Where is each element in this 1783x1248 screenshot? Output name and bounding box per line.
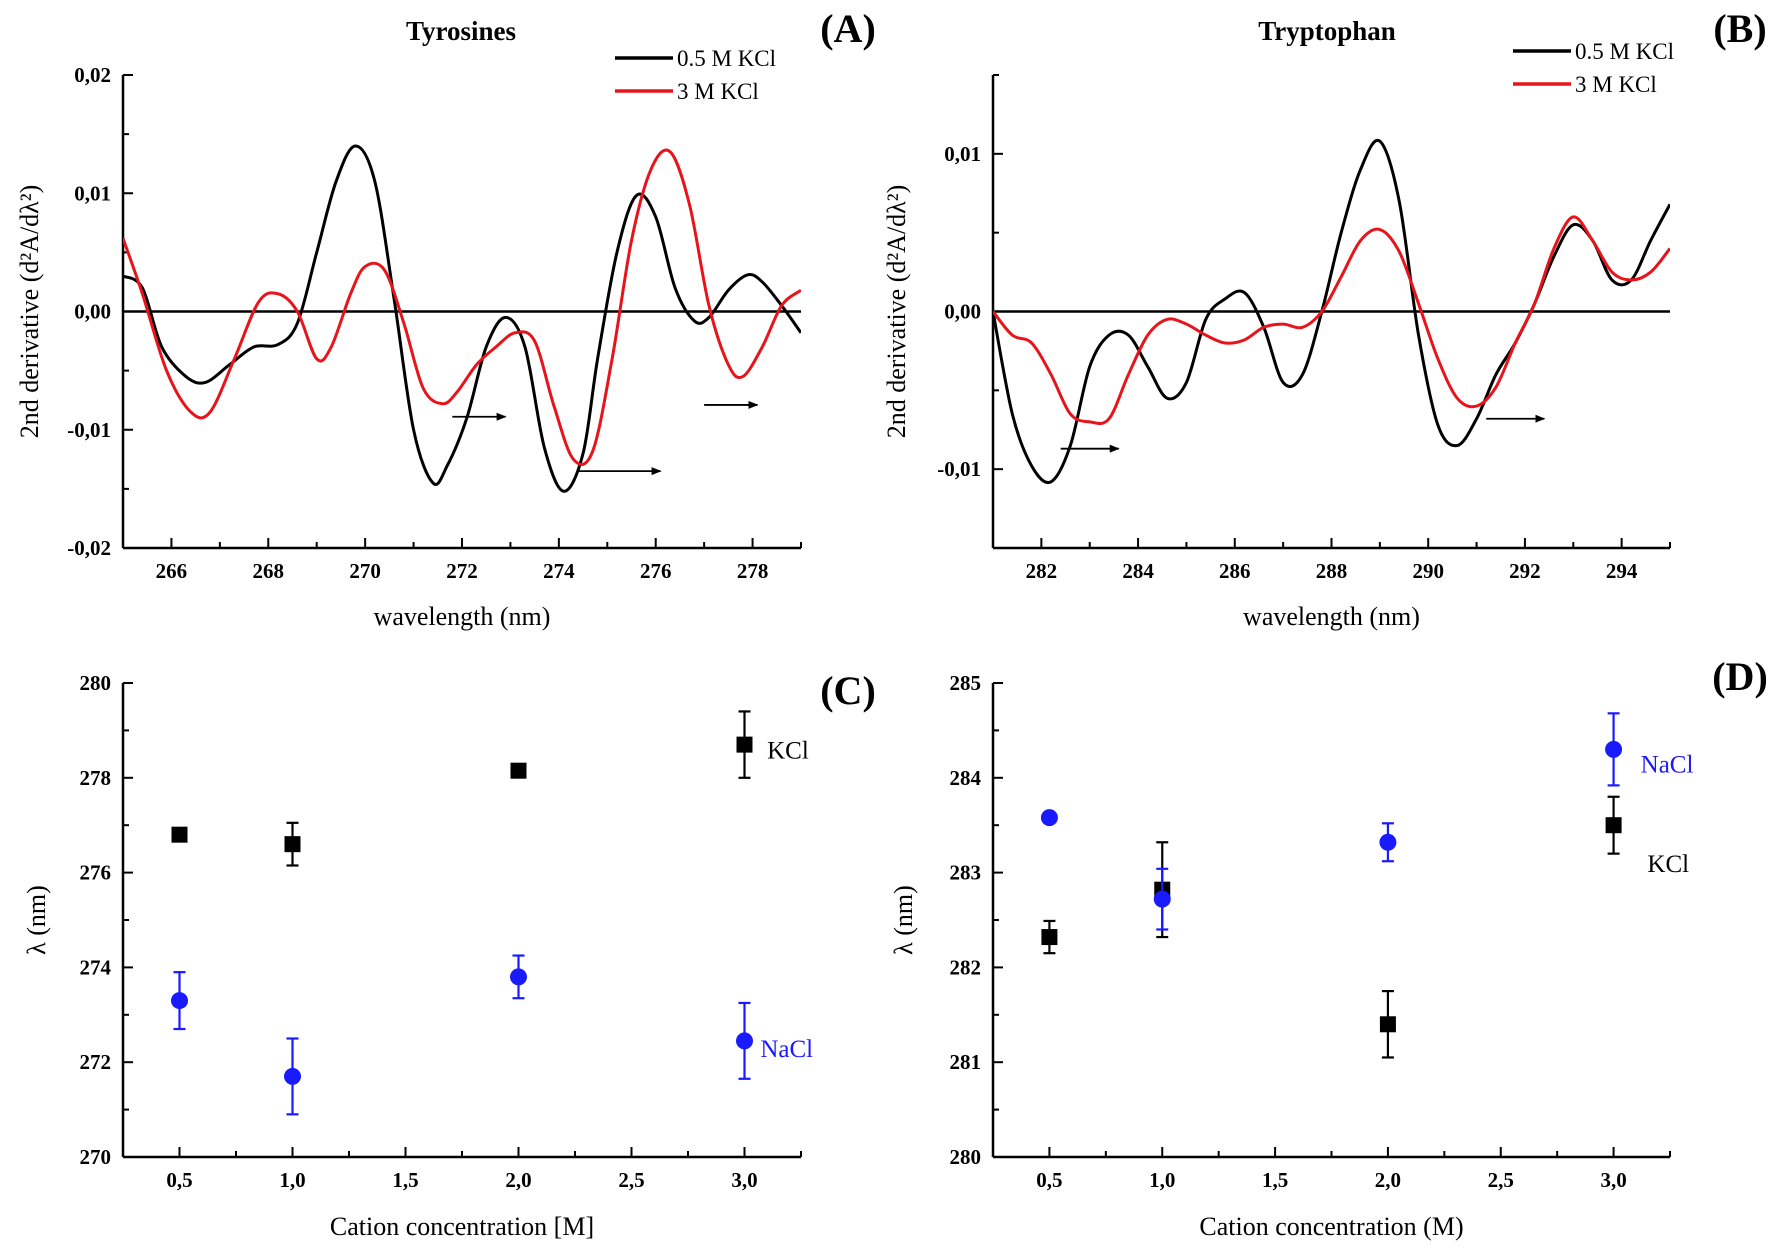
legend-label: 3 M KCl <box>1575 72 1657 97</box>
panel-letter: (C) <box>820 668 876 713</box>
x-tick-label: 278 <box>737 559 769 583</box>
x-tick-label: 284 <box>1122 559 1154 583</box>
y-tick-label: 284 <box>950 766 982 790</box>
y-axis-title: 2nd derivative (d²A/dλ²) <box>15 185 44 438</box>
series-kcl <box>171 710 753 867</box>
x-tick-label: 2,5 <box>1488 1168 1514 1192</box>
x-axis-title: wavelength (nm) <box>1243 602 1420 631</box>
series-nacl <box>171 954 753 1116</box>
data-point-circle <box>1605 740 1623 758</box>
legend-label: 3 M KCl <box>677 79 759 104</box>
panel-letter: (B) <box>1713 6 1766 51</box>
panel-d: 0,5 1,0 1,5 2,0 2,5 3,0 280 281 282 283 284 285 Cati… <box>889 654 1768 1241</box>
legend-label: 0.5 M KCl <box>677 46 776 71</box>
x-tick-label: 2,0 <box>505 1168 531 1192</box>
x-axis-title: Cation concentration (M) <box>1199 1212 1463 1241</box>
series-kcl <box>1041 795 1622 1059</box>
data-point-square <box>171 826 188 843</box>
x-tick-label: 276 <box>640 559 672 583</box>
data-point-square <box>1041 929 1058 946</box>
panel-title: Tyrosines <box>406 16 516 46</box>
y-tick-label: 272 <box>80 1050 112 1074</box>
x-tick-label: 2,0 <box>1375 1168 1401 1192</box>
x-tick-label: 270 <box>349 559 381 583</box>
x-axis-title: Cation concentration [M] <box>330 1212 594 1241</box>
x-tick-label: 292 <box>1509 559 1541 583</box>
panel-a: 266 268 270 272 274 276 278 -0,02 -0,01 0,00 0,01 0… <box>15 6 876 631</box>
y-axis-title: 2nd derivative (d²A/dλ²) <box>882 185 911 438</box>
x-tick-label: 3,0 <box>731 1168 757 1192</box>
panel-c: 0,5 1,0 1,5 2,0 2,5 3,0 270 272 274 276 278 280 Cati… <box>22 668 876 1241</box>
data-point-circle <box>736 1032 753 1050</box>
x-tick-label: 274 <box>543 559 575 583</box>
data-point-circle <box>1379 833 1397 851</box>
y-tick-label: 0,02 <box>74 63 111 87</box>
y-tick-label: 276 <box>80 861 112 885</box>
x-tick-label: 272 <box>446 559 478 583</box>
y-tick-label: 0,00 <box>944 300 981 324</box>
x-tick-label: 286 <box>1219 559 1251 583</box>
y-tick-label: -0,01 <box>67 418 111 442</box>
x-tick-label: 1,5 <box>392 1168 418 1192</box>
y-axis-title: λ (nm) <box>889 885 918 955</box>
y-tick-label: 0,01 <box>944 142 981 166</box>
y-tick-label: 278 <box>80 766 112 790</box>
series-line-black <box>993 138 1670 485</box>
y-tick-label: 280 <box>950 1145 982 1169</box>
data-point-circle <box>171 992 188 1010</box>
series-label: NaCl <box>760 1036 813 1063</box>
legend: 0.5 M KCl 3 M KCl <box>615 46 776 104</box>
x-tick-label: 294 <box>1606 559 1638 583</box>
y-tick-label: 0,01 <box>74 181 111 205</box>
x-tick-label: 1,0 <box>1149 1168 1175 1192</box>
x-tick-label: 268 <box>253 559 285 583</box>
panel-letter: (A) <box>820 6 876 51</box>
data-point-square <box>510 762 527 779</box>
x-tick-label: 288 <box>1316 559 1348 583</box>
y-tick-label: 285 <box>950 671 982 695</box>
data-point-circle <box>1040 809 1058 827</box>
y-tick-label: 0,00 <box>74 300 111 324</box>
series-nacl <box>1040 712 1623 931</box>
data-point-circle <box>284 1067 301 1085</box>
series-line-red <box>123 148 801 466</box>
series-label: KCl <box>767 737 809 764</box>
data-point-circle <box>510 968 527 986</box>
series-line-red <box>993 215 1670 426</box>
panel-letter: (D) <box>1712 654 1768 699</box>
x-tick-label: 3,0 <box>1600 1168 1626 1192</box>
y-axis-title: λ (nm) <box>22 885 51 955</box>
panel-title: Tryptophan <box>1258 16 1396 46</box>
legend: 0.5 M KCl 3 M KCl <box>1513 39 1674 97</box>
legend-label: 0.5 M KCl <box>1575 39 1674 64</box>
data-point-square <box>736 736 753 753</box>
data-point-square <box>284 836 301 853</box>
y-tick-label: 283 <box>950 861 982 885</box>
data-point-square <box>1379 1016 1396 1033</box>
y-tick-label: 280 <box>80 671 112 695</box>
x-tick-label: 1,5 <box>1262 1168 1288 1192</box>
x-tick-label: 0,5 <box>166 1168 192 1192</box>
x-tick-label: 290 <box>1412 559 1444 583</box>
series-line-black <box>123 144 801 493</box>
x-tick-label: 282 <box>1026 559 1058 583</box>
x-tick-label: 2,5 <box>618 1168 644 1192</box>
y-tick-label: 281 <box>950 1050 982 1074</box>
y-tick-label: 282 <box>950 955 982 979</box>
x-axis-title: wavelength (nm) <box>374 602 551 631</box>
x-tick-label: 0,5 <box>1036 1168 1062 1192</box>
y-tick-label: -0,02 <box>67 536 111 560</box>
series-label: NaCl <box>1641 752 1694 779</box>
y-tick-label: 274 <box>80 955 112 979</box>
panel-b: 282 284 286 288 290 292 294 -0,01 0,00 0,01 wavele… <box>882 6 1767 631</box>
x-tick-label: 266 <box>156 559 188 583</box>
y-tick-label: 270 <box>80 1145 112 1169</box>
data-point-circle <box>1153 890 1171 908</box>
data-point-square <box>1605 817 1622 834</box>
series-label: KCl <box>1647 851 1689 878</box>
x-tick-label: 1,0 <box>279 1168 305 1192</box>
y-tick-label: -0,01 <box>937 457 981 481</box>
